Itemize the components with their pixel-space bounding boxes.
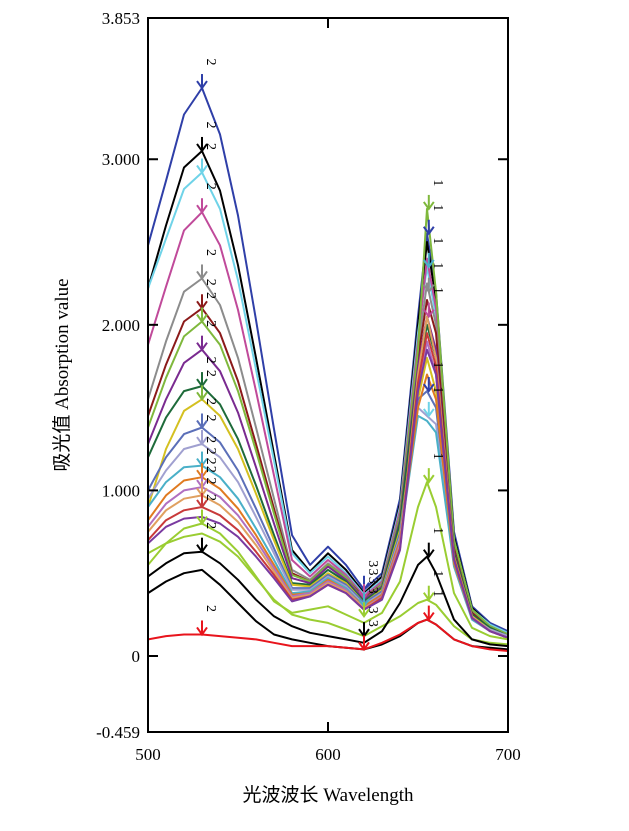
marker-label: 1 — [430, 453, 445, 460]
marker-label: 3 — [365, 607, 380, 614]
arrow-marker-17 — [196, 492, 208, 509]
series-line-21 — [148, 550, 508, 648]
y-tick-label: 3.853 — [102, 9, 140, 28]
y-tick-label: 0 — [132, 647, 141, 666]
marker-label: 3 — [365, 577, 380, 584]
marker-label: 2 — [203, 448, 218, 455]
arrow-marker-10 — [196, 385, 208, 402]
marker-label: 2 — [203, 522, 218, 529]
arrow-marker-2 — [196, 136, 208, 153]
marker-label: 2 — [203, 143, 218, 150]
arrow-marker-3 — [196, 158, 208, 175]
series-line-18 — [148, 348, 508, 639]
series-line-19 — [148, 481, 508, 641]
arrow-marker-12 — [196, 430, 208, 446]
marker-label: 1 — [430, 386, 445, 393]
marker-label: 1 — [430, 287, 445, 294]
arrow-marker-27 — [422, 401, 435, 418]
arrow-marker-30 — [422, 585, 435, 602]
y-axis-label: 吸光值 Absorption value — [51, 278, 73, 471]
x-tick-label: 500 — [135, 745, 161, 764]
arrow-marker-19 — [196, 537, 208, 554]
x-tick-label: 600 — [315, 745, 341, 764]
marker-label: 1 — [430, 527, 445, 534]
arrow-marker-1 — [196, 74, 208, 90]
marker-label: 2 — [203, 320, 218, 327]
marker-label: 2 — [203, 415, 218, 422]
arrow-marker-37 — [358, 635, 370, 652]
marker-label: 3 — [365, 587, 380, 594]
arrow-marker-7 — [196, 307, 208, 324]
arrow-marker-22 — [422, 219, 435, 236]
marker-label: 2 — [203, 458, 218, 465]
arrow-marker-31 — [422, 605, 435, 622]
arrow-marker-29 — [422, 542, 435, 559]
arrow-marker-35 — [358, 602, 370, 618]
marker-label: 1 — [430, 237, 445, 244]
marker-label: 2 — [203, 436, 218, 443]
marker-label: 1 — [430, 570, 445, 577]
x-tick-label: 700 — [495, 745, 521, 764]
marker-label: 3 — [365, 560, 380, 567]
marker-label: 2 — [203, 398, 218, 405]
marker-label: 1 — [430, 179, 445, 186]
y-tick-label: 1.000 — [102, 481, 140, 500]
y-tick-label: 2.000 — [102, 316, 140, 335]
marker-label: 1 — [430, 590, 445, 597]
series-line-13 — [148, 414, 508, 639]
arrow-marker-23 — [422, 252, 435, 269]
marker-label: 2 — [203, 357, 218, 364]
series-line-20 — [148, 532, 508, 646]
marker-label: 3 — [365, 620, 380, 627]
marker-label: 2 — [203, 605, 218, 612]
arrow-marker-20 — [196, 620, 208, 637]
arrow-marker-18 — [196, 509, 208, 526]
series-line-23 — [148, 618, 508, 652]
arrow-marker-24 — [422, 277, 435, 294]
arrow-marker-11 — [196, 413, 208, 430]
marker-label: 1 — [430, 204, 445, 211]
marker-label: 2 — [203, 279, 218, 286]
arrow-marker-4 — [196, 198, 208, 214]
plot-lines — [148, 87, 508, 652]
arrow-marker-26 — [422, 377, 435, 393]
marker-label: 2 — [203, 249, 218, 256]
marker-label: 2 — [203, 59, 218, 66]
x-axis-label: 光波波长 Wavelength — [242, 784, 414, 806]
marker-label: 2 — [203, 121, 218, 128]
x-axis-ticks: 500 600 700 — [135, 18, 521, 764]
series-line-7 — [148, 207, 508, 636]
y-tick-label: 3.000 — [102, 150, 140, 169]
y-tick-label: -0.459 — [96, 723, 140, 742]
marker-label: 2 — [203, 292, 218, 299]
marker-label: 2 — [203, 466, 218, 473]
arrow-marker-28 — [422, 468, 435, 484]
marker-label: 2 — [203, 494, 218, 501]
marker-label: 3 — [365, 569, 380, 576]
marker-label: 2 — [203, 183, 218, 190]
marker-label: 1 — [430, 262, 445, 269]
marker-label: 2 — [203, 477, 218, 484]
arrow-marker-8 — [196, 335, 208, 352]
marker-label: 1 — [430, 362, 445, 369]
marker-label: 2 — [203, 370, 218, 377]
arrow-marker-25 — [422, 302, 435, 319]
arrow-marker-21 — [422, 194, 435, 211]
arrow-marker-5 — [196, 264, 208, 281]
y-axis-ticks: 3.853 3.000 2.000 1.000 0 -0.459 — [96, 9, 508, 742]
